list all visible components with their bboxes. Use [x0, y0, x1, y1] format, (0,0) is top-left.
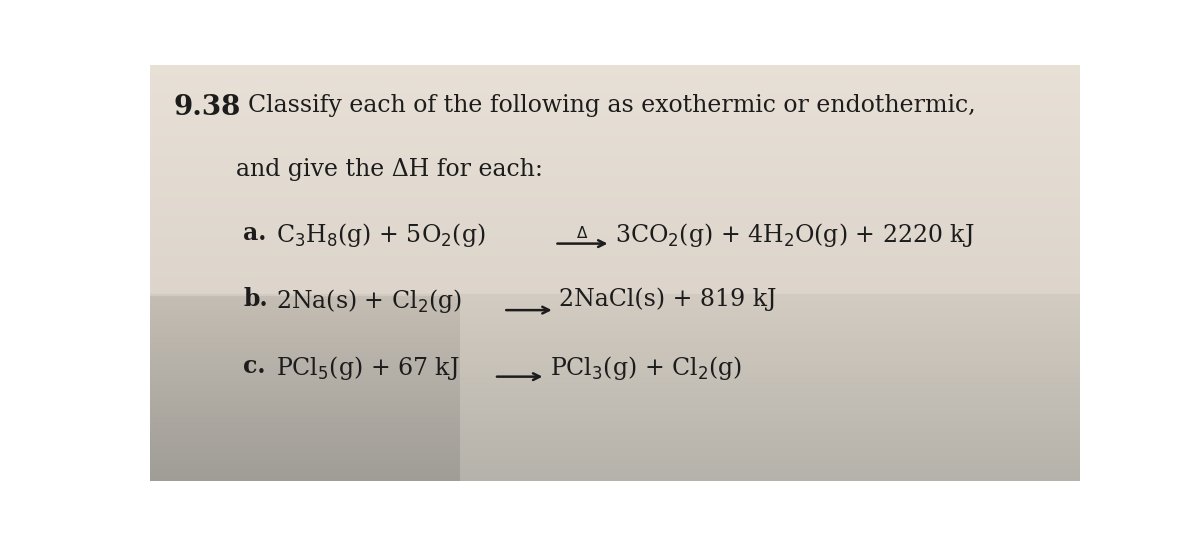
Text: PCl$_3$(g) + Cl$_2$(g): PCl$_3$(g) + Cl$_2$(g)	[550, 354, 742, 382]
Text: 2NaCl(s) + 819 kJ: 2NaCl(s) + 819 kJ	[559, 287, 776, 311]
Text: c.: c.	[242, 354, 265, 378]
Text: C$_3$H$_8$(g) + 5O$_2$(g): C$_3$H$_8$(g) + 5O$_2$(g)	[276, 221, 485, 249]
Text: PCl$_5$(g) + 67 kJ: PCl$_5$(g) + 67 kJ	[276, 354, 460, 382]
Text: 3CO$_2$(g) + 4H$_2$O(g) + 2220 kJ: 3CO$_2$(g) + 4H$_2$O(g) + 2220 kJ	[616, 221, 974, 249]
Text: Classify each of the following as exothermic or endothermic,: Classify each of the following as exothe…	[247, 94, 976, 117]
Text: 9.38: 9.38	[173, 94, 241, 121]
Text: $\Delta$: $\Delta$	[576, 225, 589, 241]
Text: b.: b.	[242, 287, 268, 311]
Text: a.: a.	[242, 221, 266, 245]
Text: 2Na(s) + Cl$_2$(g): 2Na(s) + Cl$_2$(g)	[276, 287, 462, 315]
Text: and give the ΔH for each:: and give the ΔH for each:	[236, 158, 544, 181]
